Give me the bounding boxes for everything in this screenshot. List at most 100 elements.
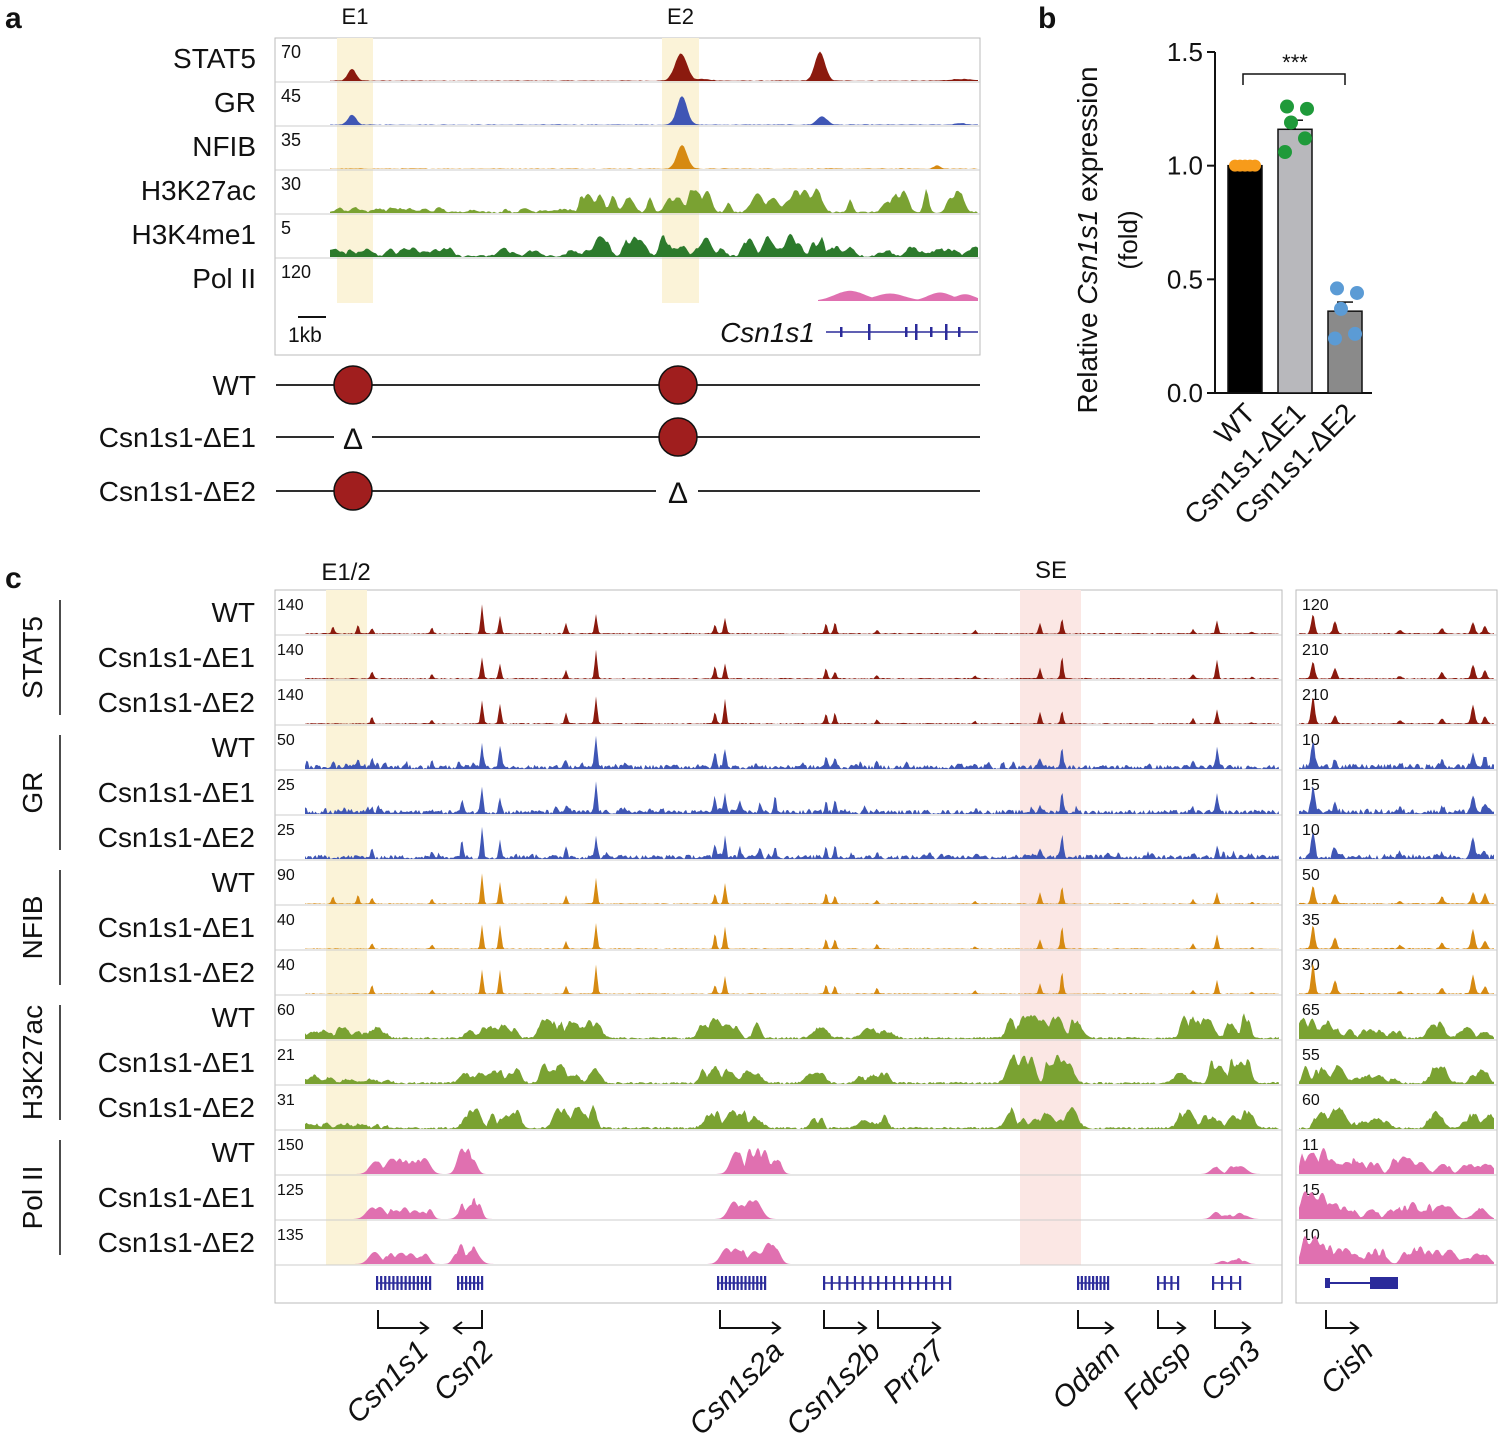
exon	[1163, 1276, 1166, 1290]
exon	[400, 1276, 403, 1290]
exon	[477, 1276, 480, 1290]
data-point	[1298, 131, 1312, 146]
track-scale: 25	[277, 777, 295, 794]
exon	[1177, 1276, 1180, 1290]
track-scale: 30	[281, 174, 301, 194]
exon	[404, 1276, 407, 1290]
exon	[868, 324, 871, 340]
sample-label: Csn1s1-ΔE2	[98, 1227, 255, 1258]
gene-label-fdcsp: Fdcsp	[1117, 1335, 1198, 1416]
y-axis-label: Relative Csn1s1 expression	[1072, 66, 1103, 413]
exon	[877, 1276, 880, 1290]
exon	[412, 1276, 415, 1290]
track-label-stat5: STAT5	[173, 43, 256, 74]
coverage-stat5	[330, 51, 978, 81]
track-scale: 30	[1302, 957, 1320, 974]
enhancer-dot	[658, 417, 698, 457]
tss-arrow	[719, 1310, 780, 1329]
coverage-nfib	[305, 873, 1279, 904]
exon	[1221, 1276, 1224, 1290]
data-point	[1280, 99, 1294, 114]
tss-arrowhead	[1104, 1321, 1115, 1335]
exon	[376, 1276, 379, 1290]
coverage-stat5	[305, 649, 1279, 679]
track-scale: 21	[277, 1047, 295, 1064]
coverage-h3k27ac	[305, 1013, 1279, 1039]
track-frame-main	[274, 589, 1283, 1304]
exon	[1170, 1276, 1173, 1290]
tss-arrowhead	[771, 1321, 782, 1335]
gene-label-prr27: Prr27	[877, 1334, 953, 1410]
tss-arrowhead	[419, 1321, 430, 1335]
track-scale: 50	[277, 732, 295, 749]
exon	[838, 1276, 841, 1290]
highlight-e12	[326, 590, 367, 1265]
gene-label-csn1s1: Csn1s1	[340, 1335, 435, 1430]
panel-a-label: a	[5, 2, 22, 35]
sample-label: Csn1s1-ΔE1	[98, 1182, 255, 1213]
highlight-label-e12: E1/2	[321, 559, 370, 586]
track-scale: 140	[277, 597, 304, 614]
exon	[885, 1276, 888, 1290]
gene-label-csn1s2b: Csn1s2b	[780, 1335, 887, 1442]
coverage-stat5	[305, 604, 1279, 634]
coverage-cish-gr	[1299, 786, 1494, 814]
significance-label: ***	[1282, 50, 1308, 75]
track-label-h3k27ac: H3K27ac	[141, 175, 256, 206]
data-point	[1330, 281, 1344, 296]
track-scale: 65	[1302, 1002, 1320, 1019]
track-scale: 10	[1302, 822, 1320, 839]
exon	[915, 324, 918, 340]
exon	[1230, 1276, 1233, 1290]
exon	[380, 1276, 383, 1290]
deletion-symbol: Δ	[343, 423, 363, 456]
exon	[909, 1276, 912, 1290]
data-point	[1328, 331, 1342, 346]
exon	[925, 1276, 928, 1290]
coverage-cish-h3k27ac	[1299, 1065, 1494, 1084]
enhancer-dot	[333, 471, 373, 511]
data-point	[1348, 326, 1362, 341]
track-frame	[274, 37, 981, 356]
sample-label: Csn1s1-ΔE2	[98, 1092, 255, 1123]
coverage-gr	[305, 826, 1279, 859]
exon	[461, 1276, 464, 1290]
data-point	[1350, 285, 1364, 300]
highlight-label-e2: E2	[667, 4, 694, 29]
exon	[846, 1276, 849, 1290]
exon	[465, 1276, 468, 1290]
data-point	[1249, 159, 1261, 172]
exon	[1107, 1276, 1110, 1290]
track-scale: 140	[277, 687, 304, 704]
coverage-cish-stat5	[1299, 662, 1494, 679]
track-label-h3k4me1: H3K4me1	[131, 219, 256, 250]
sample-label: WT	[211, 1002, 255, 1033]
gene-label-odam: Odam	[1046, 1335, 1127, 1416]
track-scale: 31	[277, 1092, 295, 1109]
coverage-gr	[305, 735, 1279, 769]
tss-arrow	[1214, 1310, 1250, 1329]
enhancer-dot	[333, 365, 373, 405]
exon	[756, 1276, 759, 1290]
tss-arrow	[454, 1310, 483, 1329]
coverage-nfib	[330, 145, 978, 169]
sample-label: WT	[211, 597, 255, 628]
exon	[764, 1276, 767, 1290]
exon	[736, 1276, 739, 1290]
panel-c-label: c	[5, 562, 22, 595]
sample-label: WT	[211, 1137, 255, 1168]
exon	[861, 1276, 864, 1290]
track-scale: 125	[277, 1182, 304, 1199]
track-label-nfib: NFIB	[192, 131, 256, 162]
data-point	[1300, 101, 1314, 116]
bar-1	[1277, 128, 1313, 394]
coverage-nfib	[305, 923, 1279, 949]
sample-label: Csn1s1-ΔE1	[98, 642, 255, 673]
exon	[893, 1276, 896, 1290]
group-label-gr: GR	[17, 772, 48, 814]
significance-bracket	[1242, 73, 1346, 85]
exon	[917, 1276, 920, 1290]
construct-label: WT	[212, 370, 256, 401]
data-point	[1284, 115, 1298, 130]
